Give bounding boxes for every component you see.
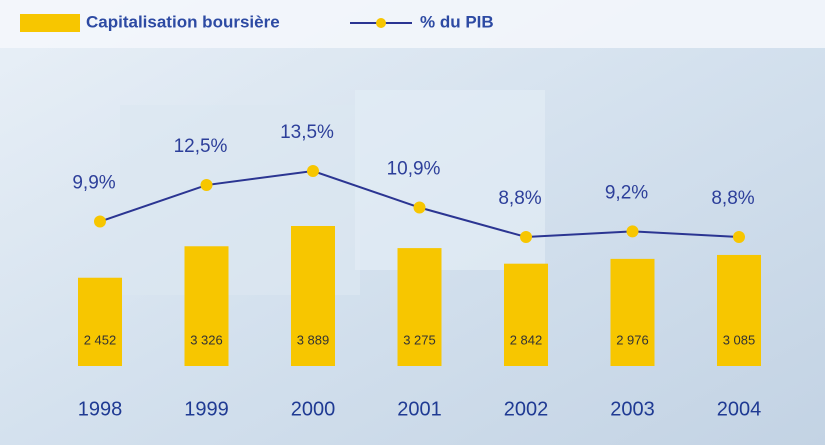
bar-value-label: 3 326 [190, 332, 223, 347]
line-value-label: 13,5% [280, 122, 334, 143]
x-tick-label: 1999 [184, 398, 229, 420]
bar-value-label: 2 452 [84, 332, 117, 347]
legend-swatch-bar [20, 14, 80, 32]
x-tick-label: 2000 [291, 398, 336, 420]
bar [291, 226, 335, 366]
line-marker [200, 179, 213, 192]
legend-swatch-marker [376, 18, 386, 28]
line-marker [626, 225, 639, 238]
bar [717, 254, 761, 366]
bar [610, 258, 655, 366]
line-value-label: 8,8% [711, 188, 754, 209]
x-tick-label: 2002 [504, 398, 549, 420]
legend-label: % du PIB [420, 12, 494, 31]
bar-value-label: 2 976 [616, 332, 649, 347]
line-value-label: 9,2% [605, 182, 648, 203]
bar [78, 277, 122, 366]
line-marker [307, 165, 319, 177]
x-tick-label: 1998 [78, 398, 123, 420]
line-marker [733, 231, 745, 243]
bar-value-label: 3 889 [297, 332, 330, 347]
bar [184, 246, 229, 366]
legend-label: Capitalisation boursière [86, 12, 280, 31]
line-value-label: 9,9% [72, 173, 115, 194]
bar-value-label: 2 842 [510, 332, 543, 347]
x-tick-label: 2001 [397, 398, 442, 420]
line-marker [94, 215, 106, 228]
bar [397, 248, 442, 366]
line-marker [520, 231, 532, 243]
legend-strip [0, 0, 825, 48]
background-screen [355, 90, 545, 270]
line-value-label: 8,8% [498, 188, 541, 209]
x-tick-label: 2003 [610, 398, 655, 420]
line-marker [413, 201, 426, 214]
line-value-label: 10,9% [387, 159, 441, 180]
x-tick-label: 2004 [717, 398, 762, 420]
bar [504, 263, 548, 366]
bar-value-label: 3 085 [723, 332, 756, 347]
bar-value-label: 3 275 [403, 332, 436, 347]
line-value-label: 12,5% [174, 136, 228, 157]
